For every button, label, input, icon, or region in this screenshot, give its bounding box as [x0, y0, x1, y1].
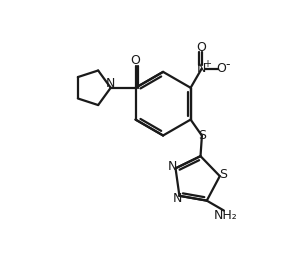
Text: N: N	[106, 77, 116, 90]
Text: N: N	[197, 62, 206, 75]
Text: S: S	[198, 129, 206, 142]
Text: +: +	[203, 59, 211, 69]
Text: O: O	[197, 41, 206, 54]
Text: O: O	[131, 54, 140, 67]
Text: N: N	[168, 160, 177, 173]
Text: O: O	[217, 62, 226, 75]
Text: NH₂: NH₂	[213, 209, 237, 222]
Text: S: S	[219, 168, 227, 181]
Text: N: N	[173, 192, 183, 205]
Text: -: -	[225, 58, 229, 71]
